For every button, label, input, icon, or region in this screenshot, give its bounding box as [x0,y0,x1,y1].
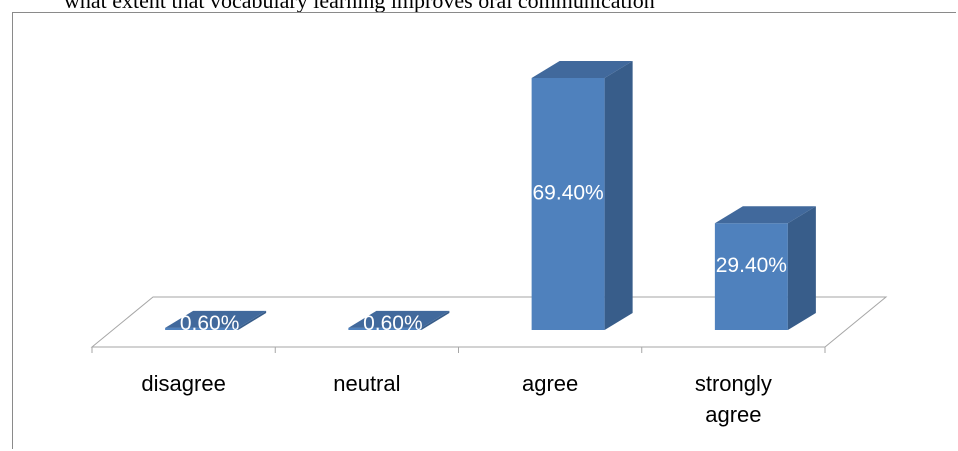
bar-front [531,78,605,330]
cropped-question-text: what extent that vocabulary learning imp… [0,0,958,12]
category-label: neutral [333,371,400,396]
bar-side [604,61,633,330]
bar-front [165,327,239,330]
bar-front [714,223,788,330]
question-text: what extent that vocabulary learning imp… [64,0,655,12]
data-label: 0.60% [363,312,423,335]
category-label: strongly [695,371,772,396]
category-label: agree [522,371,578,396]
category-label: disagree [141,371,225,396]
bar-side [238,310,267,330]
category-label: agree [705,402,761,427]
bar-side [787,206,816,330]
bar-top [165,310,267,328]
chart-floor [90,296,888,348]
data-label: 29.40% [716,254,787,277]
data-label: 69.40% [533,182,604,205]
data-label: 0.60% [180,312,240,335]
bar-side [421,310,450,330]
bar-front [348,327,422,330]
chart-frame [12,12,956,449]
bar-top [714,206,816,224]
bar-top [531,61,633,78]
bar-top [348,310,450,328]
